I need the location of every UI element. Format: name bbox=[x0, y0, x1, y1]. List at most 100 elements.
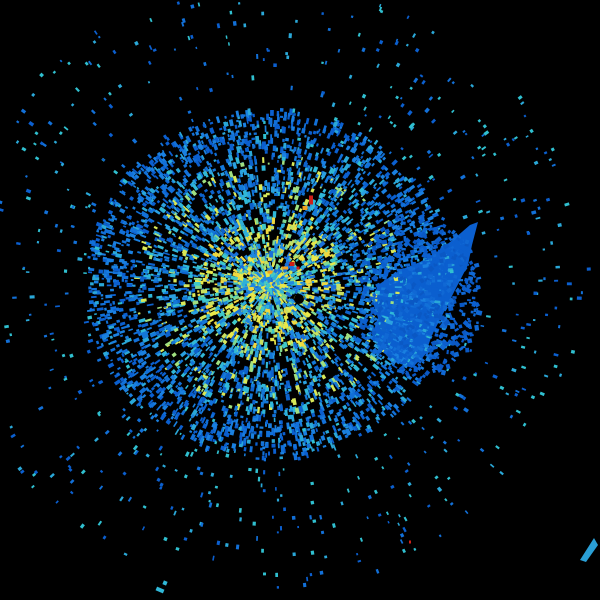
echo bbox=[224, 236, 228, 240]
echo bbox=[273, 339, 277, 345]
echo bbox=[265, 304, 270, 309]
echo bbox=[223, 281, 227, 286]
echo bbox=[210, 325, 214, 330]
echo bbox=[237, 183, 242, 191]
echo bbox=[96, 345, 103, 350]
echo bbox=[118, 384, 126, 391]
echo bbox=[274, 130, 278, 137]
echo bbox=[265, 387, 270, 392]
echo bbox=[141, 322, 149, 328]
echo bbox=[269, 250, 274, 258]
echo bbox=[255, 388, 259, 394]
echo bbox=[311, 360, 317, 366]
echo bbox=[241, 138, 246, 144]
echo bbox=[396, 191, 404, 199]
echo bbox=[128, 315, 132, 319]
echo bbox=[100, 302, 106, 306]
echo bbox=[118, 183, 123, 187]
echo bbox=[271, 154, 274, 160]
echo bbox=[365, 407, 371, 413]
echo bbox=[204, 230, 209, 235]
echo bbox=[271, 199, 276, 204]
echo bbox=[270, 401, 274, 408]
echo bbox=[280, 283, 287, 288]
echo bbox=[327, 398, 334, 405]
echo bbox=[141, 202, 148, 208]
echo bbox=[314, 420, 318, 424]
echo bbox=[123, 387, 130, 393]
echo bbox=[300, 281, 305, 284]
echo bbox=[282, 223, 286, 228]
echo bbox=[265, 453, 268, 458]
echo bbox=[311, 183, 315, 189]
echo bbox=[412, 224, 416, 229]
echo bbox=[341, 429, 347, 435]
echo bbox=[339, 371, 344, 376]
echo bbox=[275, 345, 279, 352]
echo bbox=[260, 447, 263, 451]
echo bbox=[209, 310, 217, 317]
echo bbox=[225, 237, 230, 242]
echo bbox=[186, 288, 190, 292]
echo bbox=[88, 300, 94, 305]
echo bbox=[87, 255, 91, 259]
echo bbox=[148, 373, 155, 379]
echo bbox=[223, 443, 228, 448]
echo bbox=[259, 426, 264, 429]
echo bbox=[188, 291, 191, 295]
echo bbox=[201, 370, 204, 374]
echo bbox=[158, 318, 162, 322]
echo bbox=[285, 137, 289, 142]
echo bbox=[368, 304, 372, 307]
echo bbox=[303, 437, 308, 443]
echo bbox=[101, 277, 105, 280]
echo bbox=[136, 364, 142, 369]
echo bbox=[236, 340, 241, 348]
echo bbox=[221, 332, 228, 339]
echo bbox=[160, 413, 166, 420]
echo bbox=[231, 114, 235, 118]
echo bbox=[357, 383, 362, 388]
echo bbox=[310, 239, 318, 247]
echo bbox=[280, 420, 283, 424]
echo bbox=[216, 430, 220, 436]
echo bbox=[122, 386, 127, 391]
echo bbox=[281, 160, 285, 165]
echo bbox=[320, 183, 324, 188]
echo bbox=[238, 233, 244, 241]
echo bbox=[376, 393, 384, 401]
echo bbox=[264, 260, 269, 265]
echo bbox=[219, 178, 225, 186]
echo bbox=[176, 271, 180, 274]
echo bbox=[121, 352, 125, 358]
echo bbox=[225, 265, 232, 271]
echo bbox=[330, 121, 335, 126]
echo bbox=[153, 344, 159, 349]
echo bbox=[375, 186, 382, 192]
echo bbox=[135, 401, 142, 407]
echo bbox=[183, 169, 190, 177]
echo bbox=[203, 188, 209, 193]
echo bbox=[293, 373, 299, 381]
echo bbox=[107, 275, 113, 279]
echo bbox=[217, 434, 222, 441]
echo bbox=[359, 207, 365, 212]
echo bbox=[232, 227, 240, 236]
echo bbox=[261, 358, 265, 365]
echo bbox=[160, 202, 167, 208]
echo bbox=[263, 457, 267, 462]
echo bbox=[335, 201, 340, 206]
echo bbox=[168, 383, 173, 388]
echo bbox=[188, 274, 193, 279]
echo bbox=[192, 383, 196, 388]
echo bbox=[95, 234, 103, 238]
echo bbox=[293, 195, 299, 201]
echo bbox=[266, 430, 271, 438]
echo bbox=[200, 360, 207, 367]
echo bbox=[96, 291, 102, 295]
echo bbox=[315, 259, 321, 264]
echo bbox=[347, 407, 352, 412]
echo bbox=[194, 238, 199, 243]
echo bbox=[350, 234, 358, 241]
echo bbox=[215, 116, 221, 124]
